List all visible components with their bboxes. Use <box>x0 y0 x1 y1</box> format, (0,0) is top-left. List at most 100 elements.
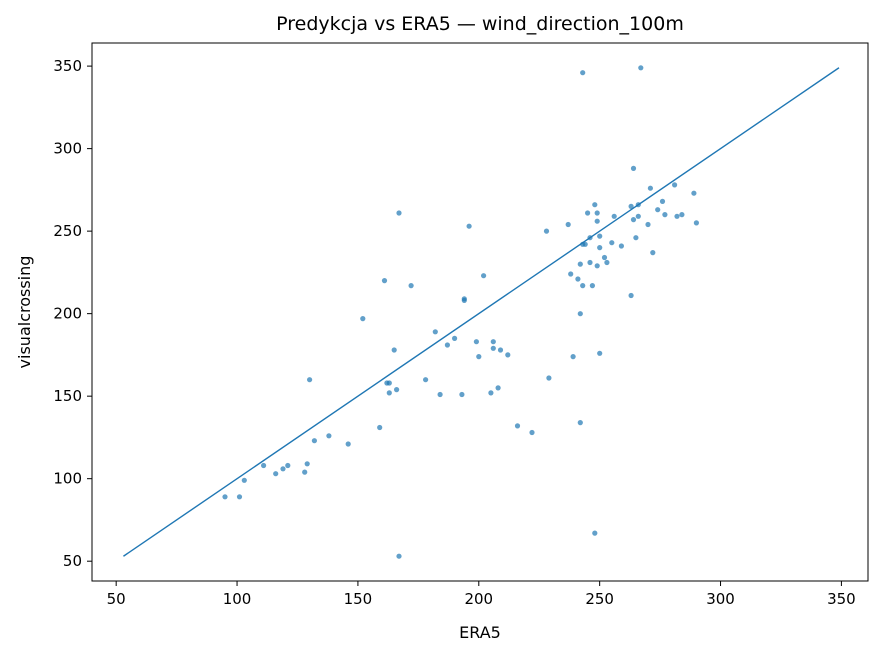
data-point <box>570 354 576 360</box>
y-axis: 50 100 150 200 250 300 350 <box>53 57 92 570</box>
data-point <box>311 438 317 444</box>
data-point <box>633 235 639 241</box>
data-point <box>302 469 308 475</box>
data-point <box>285 462 291 469</box>
data-point <box>261 462 267 469</box>
y-tick-label: 300 <box>53 140 82 158</box>
data-point <box>490 339 496 345</box>
x-tick-label: 250 <box>585 590 614 608</box>
data-point <box>630 217 637 223</box>
y-tick-label: 350 <box>53 57 82 75</box>
data-point <box>565 221 571 228</box>
data-point <box>577 420 583 426</box>
y-tick-label: 150 <box>53 387 82 405</box>
x-tick-label: 200 <box>464 590 493 608</box>
data-point <box>391 347 397 353</box>
data-point <box>396 210 402 216</box>
data-point <box>273 471 279 477</box>
data-point <box>326 433 332 439</box>
data-point <box>432 329 438 335</box>
data-point <box>473 339 479 345</box>
y-tick-label: 100 <box>53 470 82 488</box>
x-tick-label: 50 <box>107 590 126 608</box>
data-point <box>307 377 313 383</box>
data-point <box>630 165 637 171</box>
data-point <box>437 391 443 398</box>
data-point <box>650 250 656 256</box>
data-point <box>505 352 511 358</box>
data-point <box>461 296 467 302</box>
data-point <box>589 283 596 289</box>
data-point <box>594 263 600 269</box>
data-point <box>645 221 651 228</box>
data-point <box>628 203 634 209</box>
data-point <box>597 245 603 251</box>
data-point <box>691 190 697 196</box>
data-point <box>222 494 228 500</box>
data-point <box>577 311 583 317</box>
data-point <box>655 207 661 213</box>
data-point <box>594 218 600 224</box>
data-point <box>408 283 414 289</box>
data-point <box>585 210 591 216</box>
y-tick-label: 250 <box>53 222 82 240</box>
data-point <box>444 342 450 348</box>
data-point <box>488 390 494 396</box>
x-tick-label: 100 <box>223 590 252 608</box>
data-point <box>580 70 586 76</box>
data-point <box>236 494 243 500</box>
data-point <box>604 259 610 266</box>
data-point <box>452 335 458 341</box>
data-point <box>476 354 482 360</box>
data-point <box>592 530 598 536</box>
data-point <box>580 283 586 289</box>
plot-area <box>123 65 840 559</box>
data-point <box>304 461 310 467</box>
data-point <box>345 441 351 447</box>
data-point <box>490 345 496 351</box>
data-point <box>241 477 247 483</box>
data-point <box>423 377 429 383</box>
data-point <box>377 424 383 431</box>
data-point <box>597 350 603 356</box>
data-point <box>514 423 521 429</box>
data-point <box>386 390 392 396</box>
data-point <box>635 213 641 219</box>
data-point <box>592 202 598 208</box>
y-axis-label: visualcrossing <box>15 256 34 369</box>
data-point <box>396 553 402 559</box>
data-point <box>647 185 654 191</box>
data-point <box>577 261 583 267</box>
x-tick-label: 150 <box>344 590 373 608</box>
data-point <box>582 241 588 247</box>
data-point <box>594 210 600 216</box>
data-point <box>495 385 501 391</box>
data-point <box>628 292 634 299</box>
reference-line <box>123 67 840 557</box>
chart-title: Predykcja vs ERA5 — wind_direction_100m <box>276 13 684 35</box>
data-point <box>662 212 668 218</box>
data-point <box>394 387 400 393</box>
data-point <box>611 213 617 219</box>
data-point <box>597 233 603 239</box>
data-point <box>381 278 388 284</box>
data-point <box>529 429 535 436</box>
data-point <box>609 240 615 246</box>
data-point <box>481 273 487 279</box>
data-point <box>497 347 504 353</box>
data-point <box>575 276 581 282</box>
data-point <box>679 212 685 218</box>
data-point <box>587 259 593 266</box>
y-tick-label: 200 <box>53 305 82 323</box>
x-axis: 50 100 150 200 250 300 350 <box>107 581 856 608</box>
data-point <box>674 213 680 219</box>
data-point <box>543 228 550 234</box>
axes-frame <box>91 42 869 582</box>
data-point <box>360 316 366 322</box>
data-point <box>459 391 465 398</box>
x-tick-label: 300 <box>706 590 735 608</box>
data-point <box>466 223 472 229</box>
data-point <box>659 198 666 204</box>
data-point <box>672 182 678 188</box>
